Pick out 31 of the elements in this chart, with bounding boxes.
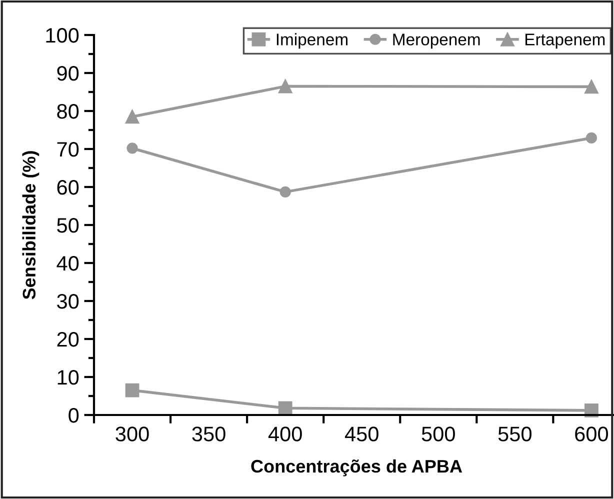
x-tick-label: 300 (116, 426, 149, 442)
legend-label: Imipenem (276, 33, 348, 49)
point (586, 132, 598, 144)
y-tick-label: 10 (58, 370, 79, 385)
y-tick-label: 50 (57, 218, 79, 233)
x-tick-label: 450 (344, 426, 378, 442)
point (278, 79, 292, 94)
point (125, 383, 140, 398)
y-tick-label: 90 (57, 66, 79, 81)
y-tick-label: 70 (57, 142, 79, 157)
y-tick-label: 100 (46, 28, 79, 43)
x-tick-label: 350 (192, 426, 226, 442)
y-axis-title: Sensibilidade (%) (22, 151, 40, 300)
point (125, 110, 140, 124)
point (126, 142, 138, 154)
x-axis-title: Concentrações de APBA (251, 459, 462, 476)
y-tick-label: 0 (68, 408, 79, 423)
y-tick-label: 80 (57, 104, 79, 119)
x-tick-label: 600 (575, 426, 608, 442)
x-tick-label: 400 (268, 426, 302, 442)
x-tick-label: 500 (422, 426, 455, 442)
legend-label: Ertapenem (526, 34, 605, 49)
point (278, 401, 292, 416)
x-tick-label: 550 (498, 426, 532, 442)
point (280, 186, 291, 198)
y-tick-label: 30 (57, 294, 79, 309)
y-tick-label: 40 (56, 256, 79, 271)
y-tick-label: 60 (57, 180, 79, 195)
point (584, 80, 598, 94)
legend-label: Meropenem (393, 34, 480, 49)
y-tick-label: 20 (57, 332, 79, 347)
